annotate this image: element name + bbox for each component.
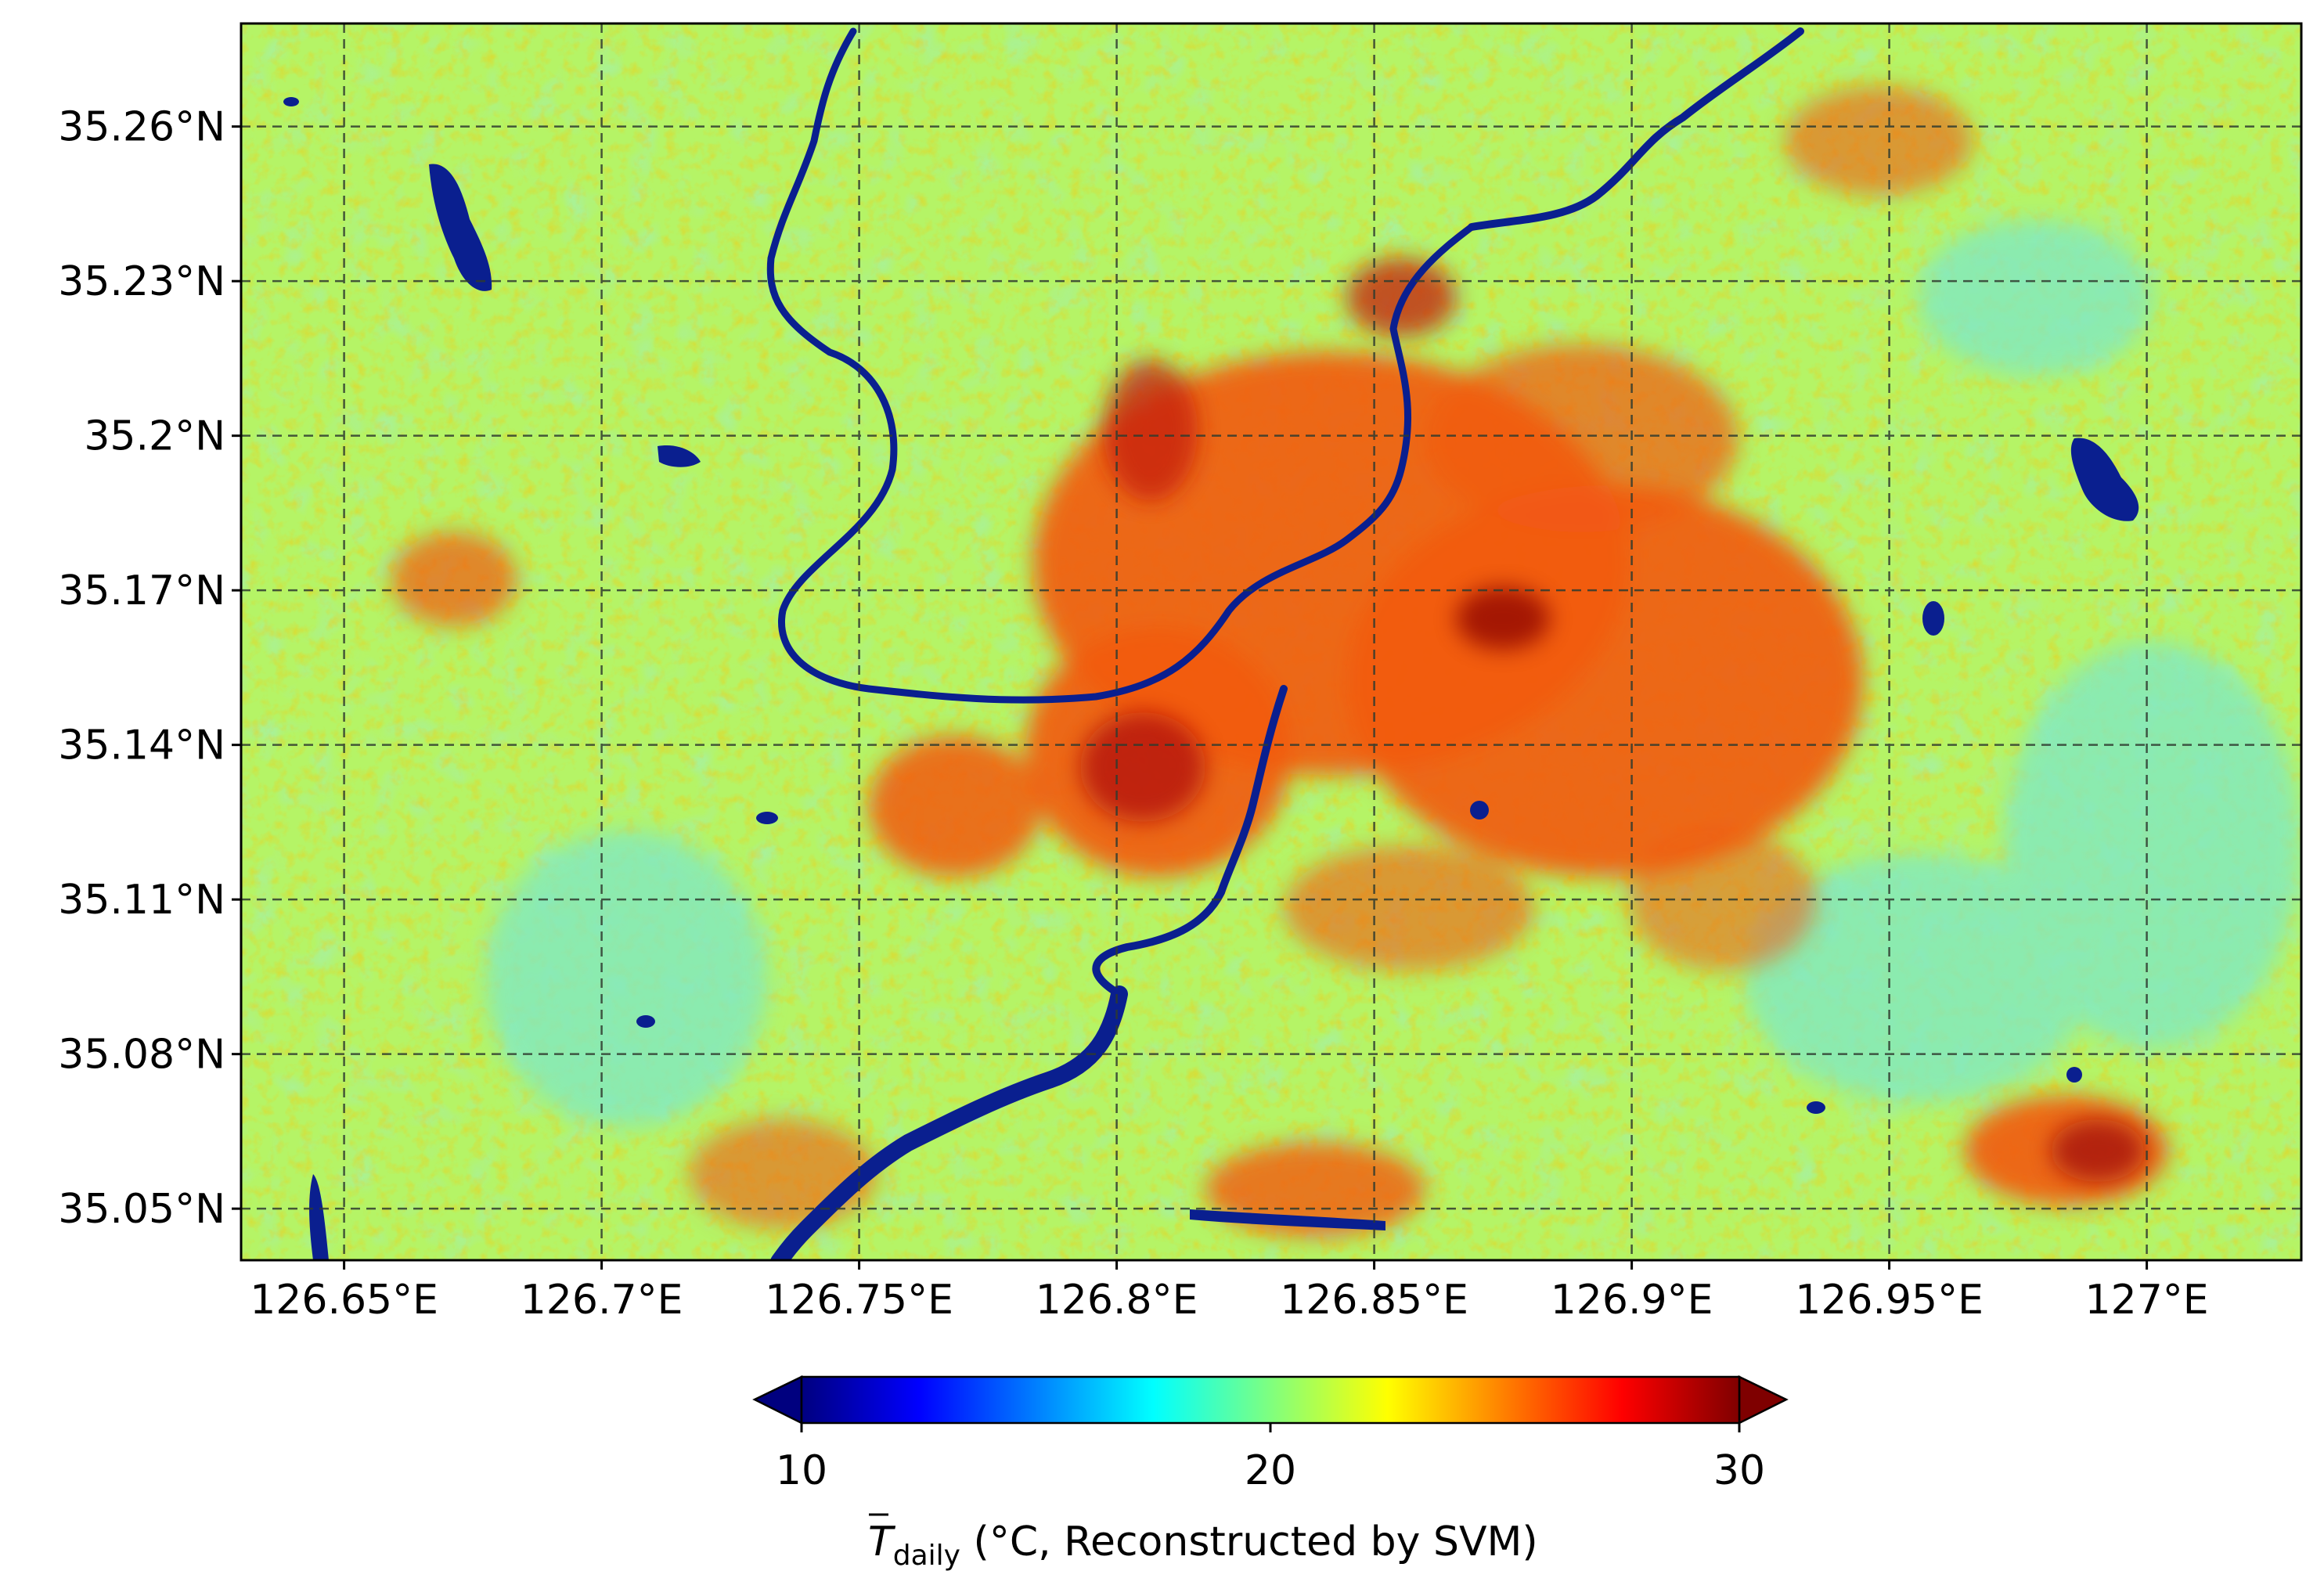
lat-tick-labels: 35.05°N 35.08°N 35.11°N 35.14°N 35.17°N … [58, 104, 225, 1233]
lon-tick-label: 126.8°E [1036, 1277, 1198, 1324]
lon-tick-label: 126.85°E [1280, 1277, 1468, 1324]
lat-tick-label: 35.26°N [58, 104, 225, 151]
river [1468, 27, 1804, 231]
colorbar-tick-label: 30 [1713, 1447, 1765, 1494]
colorbar-tick-marks [800, 1423, 1741, 1432]
lon-tick-label: 126.7°E [521, 1277, 683, 1324]
map-frame [240, 22, 2303, 1262]
lat-tick-label: 35.23°N [58, 258, 225, 305]
urban-patch [1205, 1143, 1425, 1237]
hot-spot [1456, 587, 1550, 650]
urban-core [1346, 485, 1863, 877]
lon-tick-label: 126.75°E [765, 1277, 953, 1324]
lon-tick-label: 126.95°E [1795, 1277, 1984, 1324]
reservoir [309, 1174, 329, 1260]
urban-core [1425, 344, 1738, 532]
cool-regions [485, 219, 2301, 1127]
colorbar-label-symbol: T [868, 1519, 896, 1565]
urban-core [869, 736, 1041, 877]
pond [1807, 1101, 1825, 1114]
colorbar-extend-high [1738, 1375, 1789, 1425]
hot-spot [1080, 712, 1205, 822]
map-area [241, 23, 2301, 1260]
colorbar-tick-label: 10 [776, 1447, 827, 1494]
lat-tick-label: 35.17°N [58, 567, 225, 614]
lon-tick-labels: 126.65°E 126.7°E 126.75°E 126.8°E 126.85… [250, 1277, 2208, 1324]
lon-tick-label: 127°E [2085, 1277, 2209, 1324]
lat-tick-label: 35.14°N [58, 722, 225, 769]
colorbar-label-rest: (°C, Reconstructed by SVM) [960, 1519, 1538, 1565]
colorbar-label-subscript: daily [893, 1540, 960, 1572]
pond [1470, 801, 1489, 820]
river [770, 985, 1128, 1260]
colorbar-extend-low [752, 1375, 803, 1425]
lon-tick-label: 126.65°E [250, 1277, 438, 1324]
lon-tick-label: 126.9°E [1551, 1277, 1713, 1324]
pond [756, 812, 778, 824]
reservoir [2070, 438, 2139, 521]
pond [1922, 601, 1944, 636]
lat-tick-marks [232, 125, 241, 1210]
pond [283, 97, 299, 106]
lat-tick-label: 35.2°N [84, 413, 225, 460]
colorbar-tick-label: 20 [1245, 1447, 1296, 1494]
cool-region [485, 830, 767, 1127]
pond [2066, 1067, 2082, 1083]
lat-tick-label: 35.11°N [58, 877, 225, 924]
colorbar-bar [800, 1375, 1741, 1425]
hot-spot [1104, 360, 1198, 501]
lat-tick-label: 35.05°N [58, 1186, 225, 1233]
urban-patch [1785, 86, 1973, 196]
lon-tick-marks [343, 1260, 2149, 1270]
cool-region [1746, 853, 2090, 1104]
river [1092, 685, 1288, 998]
river [766, 27, 1475, 704]
urban-patch [391, 532, 517, 626]
colorbar: 10 20 30 Tdaily (°C, Reconstructed by SV… [752, 1375, 1789, 1572]
lat-tick-label: 35.08°N [58, 1032, 225, 1079]
pond [636, 1015, 655, 1028]
hot-spot [2051, 1119, 2145, 1182]
reservoir [1190, 1209, 1385, 1230]
reservoir [429, 164, 492, 291]
cool-region [1918, 219, 2153, 376]
water-bodies [283, 27, 2139, 1260]
colorbar-label: Tdaily (°C, Reconstructed by SVM) [868, 1513, 1538, 1572]
reservoir [658, 445, 701, 467]
urban-patch [1284, 845, 1534, 971]
urban-patch [689, 1119, 877, 1229]
grid-lines [241, 23, 2301, 1260]
colorbar-label-text: Tdaily (°C, Reconstructed by SVM) [868, 1519, 1538, 1572]
